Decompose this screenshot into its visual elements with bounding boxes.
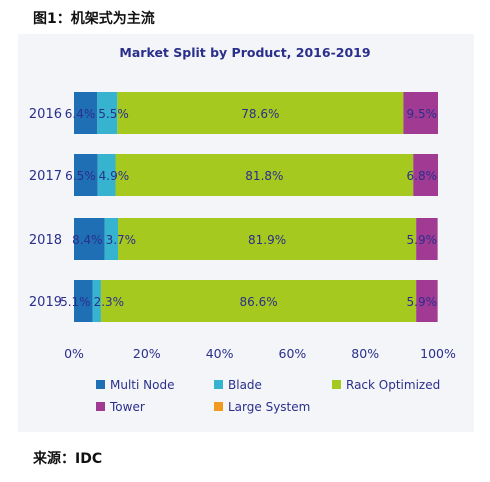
data-label-multi-node-2019: 5.1% — [60, 295, 91, 309]
x-tick-label: 60% — [279, 346, 307, 361]
chart-title: Market Split by Product, 2016-2019 — [119, 45, 370, 60]
x-tick-label: 80% — [351, 346, 379, 361]
bar-tower-2017 — [413, 154, 438, 196]
data-label-tower-2019: 5.9% — [407, 295, 438, 309]
bar-rack-optimized-2017 — [115, 154, 414, 196]
category-label-2017: 2017 — [29, 169, 62, 184]
figure-title: 图1：机架式为主流 — [33, 11, 155, 27]
bar-rack-optimized-2018 — [118, 218, 417, 260]
data-label-rack-optimized-2018: 81.9% — [248, 233, 286, 247]
legend-label-multi-node: Multi Node — [110, 378, 174, 392]
bar-tower-2018 — [416, 218, 438, 260]
category-label-2019: 2019 — [29, 295, 62, 310]
category-label-2018: 2018 — [29, 233, 62, 248]
legend-label-tower: Tower — [109, 400, 145, 414]
x-tick-label: 100% — [420, 346, 456, 361]
data-label-multi-node-2016: 6.4% — [65, 107, 96, 121]
data-label-multi-node-2018: 8.4% — [72, 233, 103, 247]
data-label-multi-node-2017: 6.5% — [65, 169, 96, 183]
bar-rack-optimized-2019 — [100, 280, 417, 322]
legend-label-rack-optimized: Rack Optimized — [346, 378, 440, 392]
bar-tower-2016 — [403, 92, 438, 134]
legend-label-blade: Blade — [228, 378, 262, 392]
bar-blade-2017 — [97, 154, 116, 196]
x-tick-label: 40% — [206, 346, 234, 361]
data-label-blade-2016: 5.5% — [98, 107, 128, 121]
legend-swatch-rack-optimized — [332, 380, 341, 389]
data-label-blade-2017: 4.9% — [99, 169, 130, 183]
legend-swatch-large-system — [214, 402, 223, 411]
data-label-tower-2017: 6.8% — [407, 169, 438, 183]
data-label-rack-optimized-2017: 81.8% — [245, 169, 283, 183]
legend-swatch-blade — [214, 380, 223, 389]
data-label-blade-2019: 2.3% — [94, 295, 125, 309]
legend-swatch-multi-node — [96, 380, 105, 389]
bar-multi-node-2017 — [74, 154, 98, 196]
bar-blade-2019 — [92, 280, 101, 322]
data-label-blade-2018: 3.7% — [106, 233, 136, 247]
legend-label-large-system: Large System — [228, 400, 310, 414]
source-note: 来源：IDC — [33, 451, 103, 467]
bar-blade-2018 — [104, 218, 119, 260]
bar-rack-optimized-2016 — [117, 92, 404, 134]
category-label-2016: 2016 — [29, 107, 62, 122]
bar-tower-2019 — [416, 280, 438, 322]
bar-multi-node-2019 — [74, 280, 93, 322]
bar-multi-node-2018 — [74, 218, 105, 260]
x-tick-label: 0% — [64, 346, 84, 361]
data-label-tower-2018: 5.9% — [407, 233, 438, 247]
bar-multi-node-2016 — [74, 92, 98, 134]
bar-blade-2016 — [97, 92, 118, 134]
data-label-tower-2016: 9.5% — [407, 107, 438, 121]
data-label-rack-optimized-2016: 78.6% — [241, 107, 279, 121]
data-label-rack-optimized-2019: 86.6% — [239, 295, 277, 309]
legend-swatch-tower — [96, 402, 105, 411]
x-tick-label: 20% — [133, 346, 161, 361]
